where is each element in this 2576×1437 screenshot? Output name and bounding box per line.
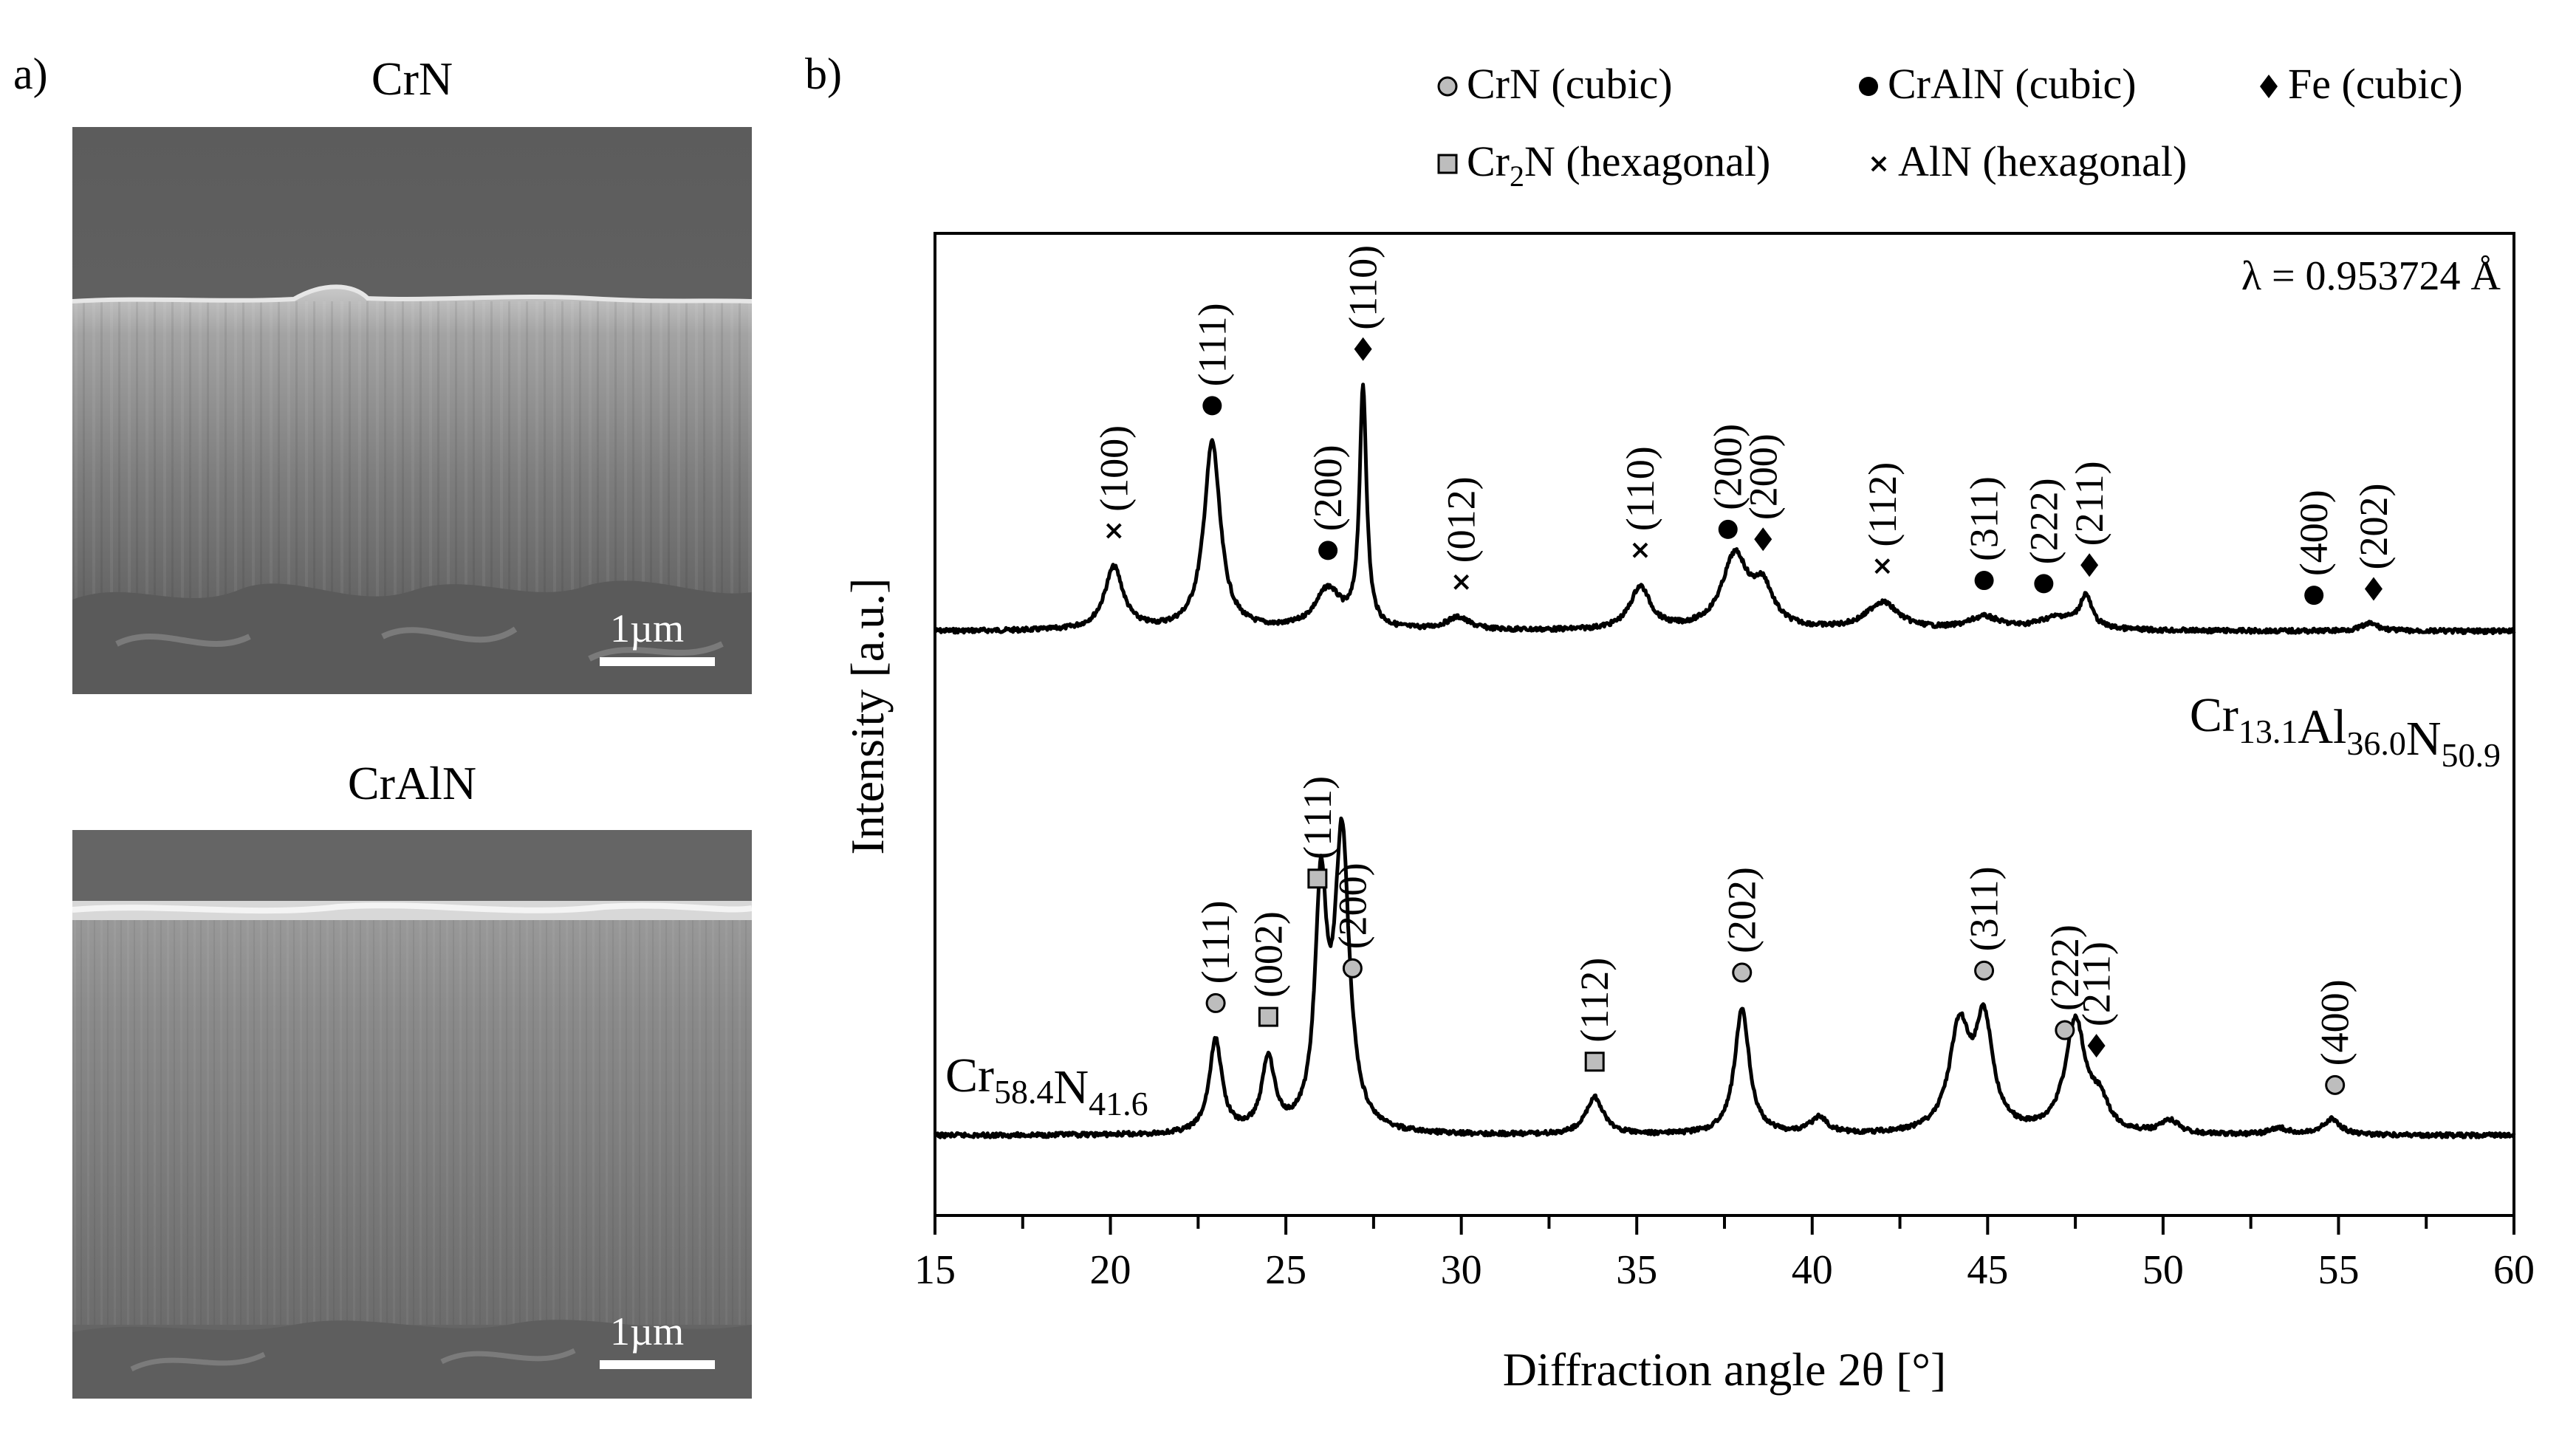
peak-hkl-label: (110) (1618, 446, 1662, 531)
x-axis: 15 20 25 30 35 40 45 50 55 60 (914, 1215, 2535, 1293)
scale-bar-cralN (600, 1360, 715, 1369)
peak-marker-circle-gray (2325, 1074, 2346, 1095)
legend-entry-circle-black: CrAlN (cubic) (1888, 60, 2137, 108)
x-tick-label: 55 (2318, 1247, 2359, 1293)
legend-entry-square-gray: Cr2N (hexagonal) (1467, 137, 1770, 193)
y-axis-label: Intensity [a.u.] (841, 578, 894, 855)
peak-marker-circle-black (1718, 519, 1738, 539)
legend-entry-diamond: Fe (cubic) (2288, 60, 2463, 108)
peak-marker-square-gray (1584, 1052, 1605, 1072)
peak-marker-diamond (2087, 1034, 2106, 1058)
scale-label-crn: 1µm (610, 606, 685, 651)
x-tick-label: 30 (1441, 1247, 1482, 1293)
x-tick-label: 35 (1616, 1247, 1657, 1293)
peak-marker-circle-gray (1732, 962, 1753, 983)
x-tick-label: 50 (2142, 1247, 2184, 1293)
x-tick-label: 45 (1967, 1247, 2008, 1293)
legend-marker-circle-gray (1437, 76, 1458, 97)
x-tick-label: 40 (1792, 1247, 1833, 1293)
panel-a-label: a) (13, 49, 48, 98)
peak-hkl-label: (311) (1962, 866, 2007, 951)
peak-marker-circle-black (2304, 586, 2324, 606)
peak-marker-cross (1106, 523, 1122, 539)
peak-hkl-label: (311) (1962, 476, 2007, 561)
legend: CrN (cubic) CrAlN (cubic) Fe (cubic) Cr2N (… (1437, 60, 2463, 193)
series-line-0 (934, 383, 2516, 636)
sem-crn-image (72, 127, 752, 694)
legend-marker-circle-black (1859, 77, 1878, 96)
wavelength-label: λ = 0.953724 Å (2241, 253, 2501, 299)
peak-marker-circle-black (1318, 541, 1338, 560)
x-tick-label: 25 (1265, 1247, 1306, 1293)
peak-marker-circle-black (1202, 396, 1222, 416)
peak-marker-cross (1453, 574, 1470, 590)
peak-marker-cross (1632, 542, 1648, 558)
x-axis-label: Diffraction angle 2θ [°] (1503, 1343, 1947, 1396)
x-tick-label: 60 (2493, 1247, 2535, 1293)
peak-marker-diamond (1754, 527, 1772, 552)
sem-crn-title: CrN (371, 52, 453, 105)
legend-entry-circle-gray: CrN (cubic) (1467, 60, 1673, 108)
peak-hkl-label: (200) (1306, 445, 1350, 531)
peak-hkl-label: (200) (1330, 862, 1374, 949)
peak-hkl-label: (202) (2351, 483, 2396, 569)
legend-marker-square-gray (1437, 154, 1458, 174)
peak-hkl-label: (012) (1439, 476, 1484, 563)
peak-hkl-label: (110) (1341, 245, 1385, 330)
peak-hkl-label: (211) (2067, 461, 2111, 546)
peak-hkl-label: (202) (1720, 867, 1764, 953)
x-tick-label: 20 (1090, 1247, 1131, 1293)
peak-marker-circle-gray (1342, 958, 1363, 978)
peak-marker-circle-gray (2055, 1020, 2075, 1040)
peak-hkl-label: (111) (1295, 776, 1340, 860)
x-tick-label: 15 (914, 1247, 956, 1293)
peak-hkl-label: (100) (1092, 425, 1136, 512)
peak-marker-diamond (1354, 337, 1372, 361)
series-label-0: Cr13.1Al36.0N50.9 (2190, 688, 2501, 774)
peak-hkl-label: (112) (1572, 958, 1617, 1043)
peak-hkl-label: (211) (2075, 942, 2119, 1026)
peak-hkl-label: (222) (2021, 478, 2066, 564)
sem-cralN-image (72, 830, 752, 1399)
series-label-1: Cr58.4N41.6 (945, 1049, 1148, 1122)
peak-marker-square-gray (1258, 1006, 1278, 1027)
panel-b-label: b) (805, 49, 842, 98)
peak-hkl-label: (200) (1741, 433, 1785, 520)
scale-label-cralN: 1µm (610, 1309, 685, 1354)
peak-hkl-label: (111) (1193, 900, 1238, 984)
peak-hkl-label: (200) (1706, 424, 1750, 510)
peak-hkl-label: (112) (1860, 462, 1905, 547)
peak-marker-circle-gray (1974, 960, 1995, 981)
peak-marker-circle-black (2034, 574, 2054, 594)
legend-marker-cross (1871, 156, 1887, 172)
peak-marker-circle-black (1974, 571, 1994, 591)
legend-marker-diamond (2260, 75, 2278, 98)
peak-hkl-label: (002) (1246, 911, 1290, 998)
peak-hkl-label: (111) (1190, 303, 1234, 386)
peak-hkl-label: (222) (2043, 925, 2087, 1011)
scale-bar-crn (600, 657, 715, 666)
peak-marker-square-gray (1307, 868, 1328, 889)
peak-hkl-label: (400) (2313, 979, 2357, 1066)
peak-marker-circle-gray (1205, 992, 1226, 1013)
sem-cralN-title: CrAlN (347, 757, 477, 809)
peak-marker-diamond (2080, 553, 2099, 577)
peak-marker-cross (1874, 558, 1891, 575)
peak-hkl-label: (400) (2292, 490, 2336, 576)
series-line-1 (933, 816, 2516, 1139)
legend-entry-cross: AlN (hexagonal) (1898, 137, 2187, 185)
peak-marker-diamond (2364, 577, 2383, 601)
